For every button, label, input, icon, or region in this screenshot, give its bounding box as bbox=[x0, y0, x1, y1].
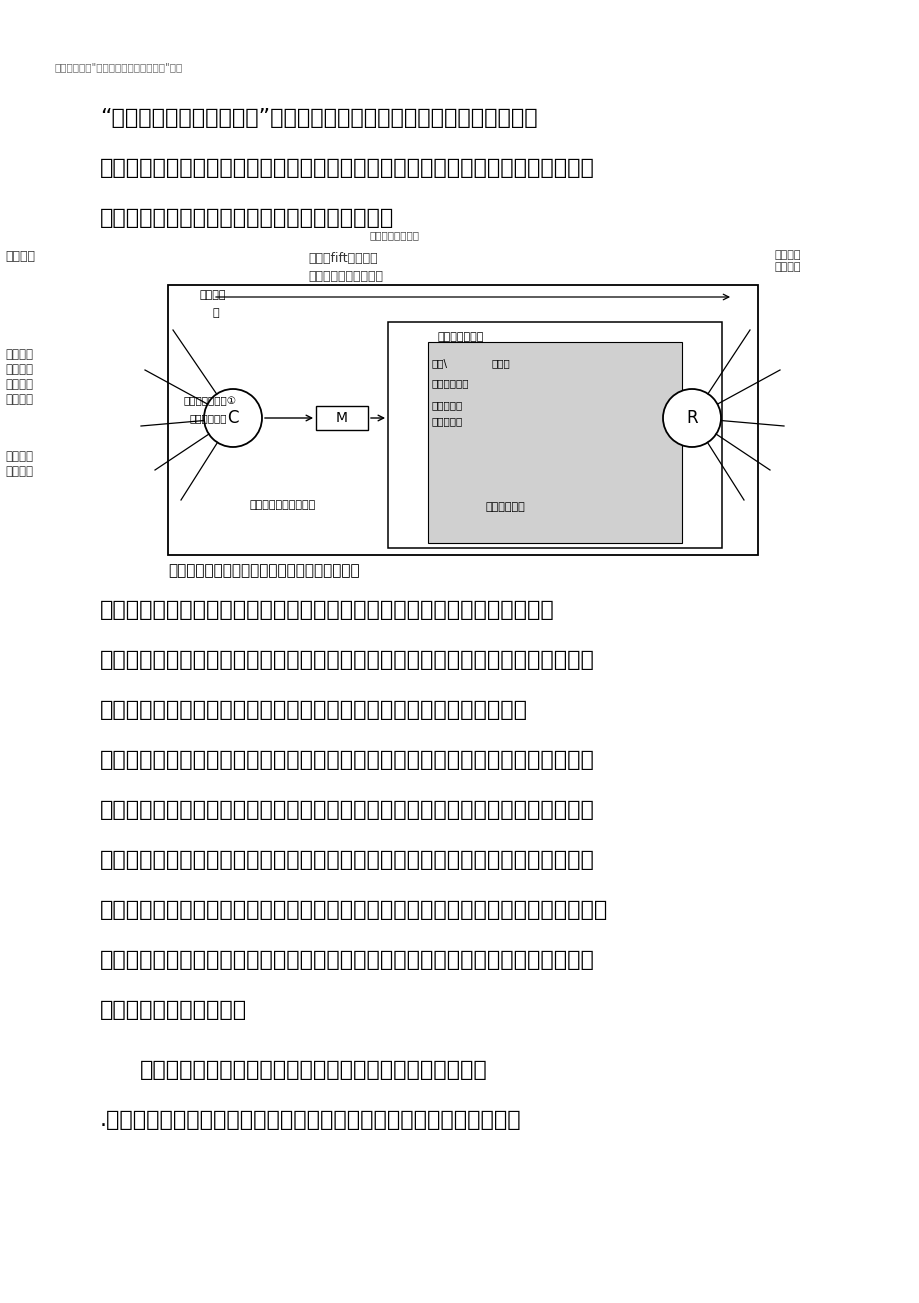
Text: 接收者的
人格结构
传著着的
人员孵体: 接收者的 人格结构 传著着的 人员孵体 bbox=[5, 348, 33, 407]
Text: 自: 自 bbox=[213, 308, 220, 318]
Circle shape bbox=[204, 390, 262, 447]
Text: 来自极的制约: 来自极的制约 bbox=[190, 413, 227, 423]
Text: 的，但将网络作为大众传播的媒介后，就形成了反馈，因此，我认为它在网络教育中: 的，但将网络作为大众传播的媒介后，就形成了反馈，因此，我认为它在网络教育中 bbox=[100, 950, 595, 969]
Text: 会心理因素制约下进行传播活动的一种理论描述。: 会心理因素制约下进行传播活动的一种理论描述。 bbox=[100, 208, 394, 228]
Text: .影响传播者的因素：传播者的自我印象、人格结构、同僚群体、社会环: .影响传播者的因素：传播者的自我印象、人格结构、同僚群体、社会环 bbox=[100, 1110, 521, 1130]
Text: 的模式，或拒弃了线性传播模式缺少信息反馈的单向、直线的特点，又改: 的模式，或拒弃了线性传播模式缺少信息反馈的单向、直线的特点，又改 bbox=[100, 700, 528, 721]
Text: 着大众传播，并且对广告与营销产生了积极的影响与作用，大众传播一般是不需要反馈: 着大众传播，并且对广告与营销产生了积极的影响与作用，大众传播一般是不需要反馈 bbox=[100, 900, 607, 920]
Circle shape bbox=[663, 390, 720, 447]
Text: 空介内容的选料: 空介内容的选料 bbox=[437, 332, 483, 341]
Text: 马莱茨克大众传播场模式的图示特别清晰明确。: 马莱茨克大众传播场模式的图示特别清晰明确。 bbox=[168, 563, 359, 579]
Text: “马莱茨克大众传播场模式”是德国学者马莱茨克（）年在他所著《大众传: “马莱茨克大众传播场模式”是德国学者马莱茨克（）年在他所著《大众传 bbox=[100, 108, 537, 128]
Text: 鸭推者的: 鸭推者的 bbox=[5, 250, 35, 263]
Text: 受者，而且他非常注重传播过程中的各个因素的关联。该模式是传播学中具有代表性: 受者，而且他非常注重传播过程中的各个因素的关联。该模式是传播学中具有代表性 bbox=[100, 650, 595, 670]
Text: 来自媒介的: 来自媒介的 bbox=[432, 400, 463, 410]
Text: 对媒介的印象: 对媒介的印象 bbox=[485, 502, 525, 512]
Text: 来自媒介的压力或制约: 来自媒介的压力或制约 bbox=[250, 500, 316, 509]
Text: 播心理学》一书中提出这一模式，它是关于大众传播过程中传播者和受传者在各种社: 播心理学》一书中提出这一模式，它是关于大众传播过程中传播者和受传者在各种社 bbox=[100, 158, 595, 179]
Bar bbox=[388, 322, 721, 549]
Text: 载一一或体验: 载一一或体验 bbox=[432, 378, 469, 388]
Text: 主体为传播者信息，媒介接受者。用心理、性格与社会环境来约束传播者与接: 主体为传播者信息，媒介接受者。用心理、性格与社会环境来约束传播者与接 bbox=[100, 599, 554, 620]
Text: 转让者的
社会环规: 转让者的 社会环规 bbox=[5, 450, 33, 478]
Text: 素，还包括了所在的社会系统对各个要素的影响。马莱茨克大众传播场模式虽然针对: 素，还包括了所在的社会系统对各个要素的影响。马莱茨克大众传播场模式虽然针对 bbox=[100, 850, 595, 870]
Text: 变了控制论传播模式中缺少与社会大系统相互影响、相互联系的缺陷。马莱茨克模式: 变了控制论传播模式中缺少与社会大系统相互影响、相互联系的缺陷。马莱茨克模式 bbox=[100, 751, 595, 770]
Bar bbox=[315, 407, 368, 430]
Bar bbox=[427, 341, 681, 543]
Text: 检收者的
自戳印缝: 检收者的 自戳印缝 bbox=[774, 250, 800, 271]
Text: 也会起到同样的大作用。: 也会起到同样的大作用。 bbox=[100, 999, 247, 1020]
Text: 在网络教育中"马莱茨克大众传播场模式"评析: 在网络教育中"马莱茨克大众传播场模式"评析 bbox=[55, 63, 183, 72]
Text: 三扁\: 三扁\ bbox=[432, 358, 448, 367]
Text: R: R bbox=[686, 409, 697, 427]
Text: 受众对fift者的印您: 受众对fift者的印您 bbox=[308, 251, 377, 265]
Text: C: C bbox=[227, 409, 239, 427]
Bar bbox=[168, 285, 757, 555]
Text: 通过观察图，可以总结出马莱茨克模式中的三个影响因素。: 通过观察图，可以总结出马莱茨克模式中的三个影响因素。 bbox=[140, 1061, 487, 1080]
Text: 内容的选建与如①: 内容的选建与如① bbox=[184, 396, 237, 407]
Text: 压力或制约: 压力或制约 bbox=[432, 416, 463, 426]
Text: 的完善之处是系统地分析了大众传播基本组成要素之间的相互关系及其外在的影响因: 的完善之处是系统地分析了大众传播基本组成要素之间的相互关系及其外在的影响因 bbox=[100, 800, 595, 820]
Text: 惰带弄的: 惰带弄的 bbox=[199, 291, 226, 300]
Text: 的效果: 的效果 bbox=[492, 358, 510, 367]
Text: 播段者的社会环境: 播段者的社会环境 bbox=[369, 231, 420, 240]
Text: M: M bbox=[335, 410, 347, 425]
Text: 来自接收者的自发反馈: 来自接收者的自发反馈 bbox=[308, 270, 382, 283]
